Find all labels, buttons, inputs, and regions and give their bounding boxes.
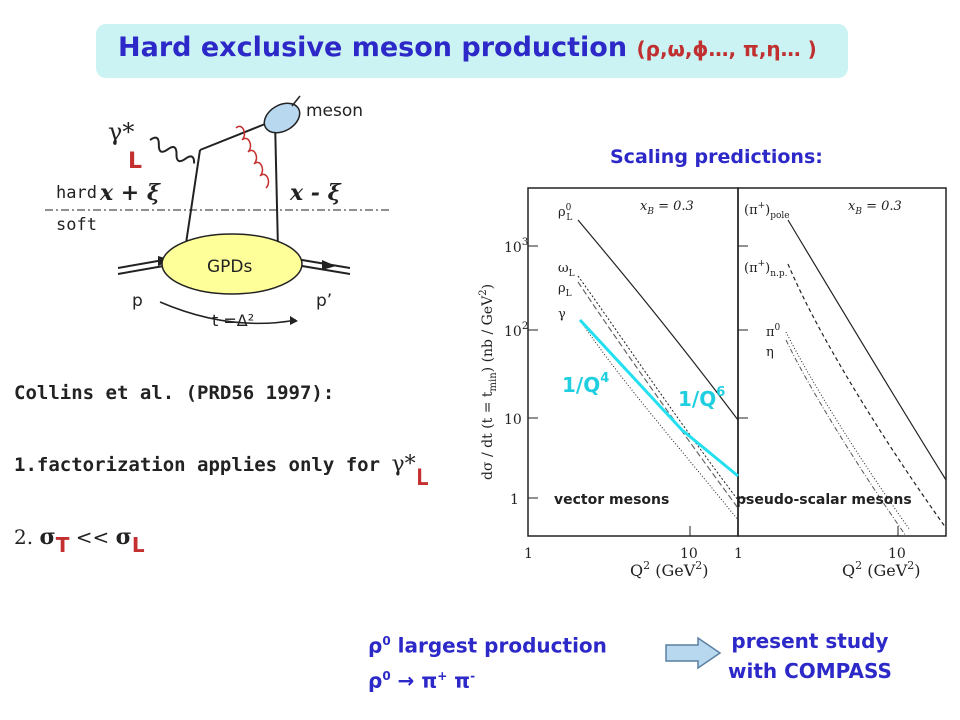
page-title: Hard exclusive meson production (ρ,ω,ϕ…,…: [118, 32, 817, 63]
gpd-diagram: γ* L meson hard soft x + ξ x - ξ GPDs p …: [45, 95, 390, 330]
x-tick-right-10: 10: [888, 546, 906, 562]
title-main: Hard exclusive meson production: [118, 32, 628, 63]
rho-decay: ρ0 → π+ π-: [368, 668, 476, 693]
sigma-ll: <<: [69, 525, 116, 549]
curve-eta: [785, 339, 907, 537]
photon-label: γ*: [108, 118, 134, 146]
x-tick-right-1: 1: [734, 546, 743, 562]
factorization-statement: 1.factorization applies only for γ*L: [14, 452, 429, 491]
collins-reference: Collins et al. (PRD56 1997):: [14, 382, 335, 404]
y-tick-100: 102: [504, 321, 528, 340]
hard-label: hard: [56, 183, 97, 203]
label-rho-t: ρL: [558, 281, 572, 299]
gluon-coil: [235, 125, 270, 189]
sigma-statement: 2. σT << σL: [14, 524, 145, 557]
p-prime-label: p’: [316, 291, 332, 311]
soft-label: soft: [56, 215, 97, 235]
curve-rho-t: [577, 281, 739, 509]
photon-line: [149, 136, 196, 164]
label-gamma: γ: [558, 307, 566, 322]
arrow-icon: [665, 636, 722, 670]
curve-pi-np: [787, 263, 947, 529]
label-pi0: π0: [766, 323, 781, 340]
curve-omega: [577, 275, 739, 501]
quark-left: [184, 149, 201, 251]
rho-largest: ρ0 largest production: [368, 633, 607, 658]
t-arrow: [290, 316, 298, 325]
label-pi-pole: (π+)pole: [744, 201, 790, 221]
left-panel-frame: [527, 187, 739, 537]
bottom-left-text: ρ0 largest production ρ0 → π+ π-: [368, 626, 607, 695]
xb-right: xB = 0.3: [848, 199, 902, 217]
y-tick-1000: 103: [504, 237, 528, 256]
x-axis-label-right: Q2 (GeV2): [842, 559, 921, 580]
quark-right: [274, 119, 279, 251]
title-banner: [96, 24, 848, 78]
label-rho-l: ρ0 L: [558, 203, 572, 223]
x-axis-label-left: Q2 (GeV2): [630, 559, 709, 580]
with-compass: with COMPASS: [728, 659, 892, 683]
x-plus-label: x + ξ: [99, 180, 161, 206]
meson-line: [291, 95, 301, 107]
curve-pi-pole: [787, 219, 947, 481]
sigma-sym2: σ: [115, 524, 132, 550]
gpd-label: GPDs: [207, 257, 253, 277]
label-pi-np: (π+)n.p.: [744, 259, 788, 279]
x-minus-label: x - ξ: [289, 180, 342, 206]
t-arc: [159, 301, 297, 325]
right-panel-frame: [737, 187, 947, 537]
y-axis-label: dσ / dt (t = tmin) (nb / GeV2): [478, 284, 499, 480]
label-omega: ωL: [558, 261, 575, 279]
label-eta: η: [766, 345, 774, 360]
x-tick-left-1: 1: [524, 546, 533, 562]
meson-blob: [263, 102, 301, 134]
quark-top: [199, 119, 276, 151]
pseudo-scalar-label: pseudo-scalar mesons: [736, 492, 912, 508]
fact-pol: L: [415, 466, 429, 491]
scaling-plot: 1 10 102 103 dσ / dt (t = tmin) (nb / Ge…: [478, 187, 947, 580]
q6-line: [681, 428, 739, 478]
sigma-t: T: [55, 533, 70, 557]
photon-pol: L: [128, 149, 142, 174]
present-study: present study: [731, 629, 889, 653]
sigma-num: 2.: [14, 525, 40, 549]
scaling-title: Scaling predictions:: [610, 146, 823, 168]
curve-pi0: [785, 331, 911, 531]
gpd-blob: [161, 233, 303, 295]
curve-rho-l: [577, 219, 739, 421]
meson-label: meson: [306, 101, 363, 121]
proton-out-arrow: [322, 260, 336, 270]
sigma-sym: σ: [39, 524, 56, 550]
y-tick-10: 10: [504, 412, 522, 428]
xb-left: xB = 0.3: [640, 199, 694, 217]
sigma-l: L: [131, 533, 145, 557]
bottom-right-text: present study with COMPASS: [728, 626, 892, 686]
title-mesons: (ρ,ω,ϕ…, π,η… ): [636, 37, 817, 61]
x-tick-left-10: 10: [680, 546, 698, 562]
factorization-text: 1.factorization applies only for: [14, 454, 392, 476]
curve-gamma: [579, 319, 739, 521]
fact-photon: γ*: [391, 452, 416, 477]
q6-label: 1/Q6: [678, 385, 725, 411]
t-label: t =Δ²: [212, 311, 254, 330]
vector-mesons-label: vector mesons: [554, 492, 669, 508]
y-tick-1: 1: [510, 492, 519, 508]
p-label: p: [132, 291, 143, 311]
q4-label: 1/Q4: [562, 371, 609, 397]
q4-line: [578, 318, 684, 432]
